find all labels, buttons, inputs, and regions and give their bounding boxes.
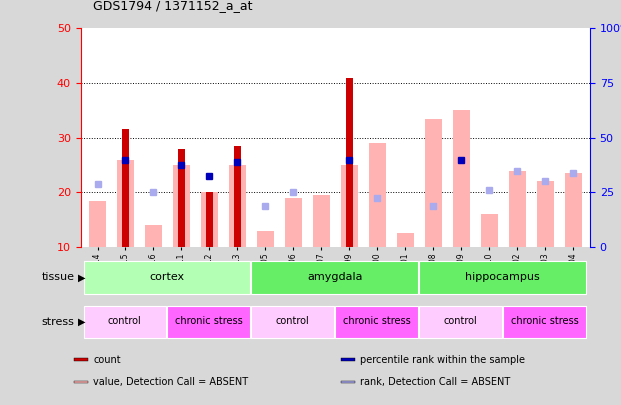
Bar [89, 200, 106, 247]
Bar [346, 77, 353, 247]
Text: stress: stress [42, 317, 75, 327]
Bar [117, 160, 134, 247]
Text: control: control [443, 316, 478, 326]
Bar [201, 192, 218, 247]
Bar [252, 305, 334, 339]
Text: rank, Detection Call = ABSENT: rank, Detection Call = ABSENT [360, 377, 510, 387]
Text: hippocampus: hippocampus [465, 272, 540, 282]
Text: cortex: cortex [149, 272, 184, 282]
Bar [369, 143, 386, 247]
Text: ▶: ▶ [78, 317, 85, 327]
Text: chronic stress: chronic stress [510, 316, 578, 326]
Text: amygdala: amygdala [307, 272, 363, 282]
Bar [145, 225, 162, 247]
Bar [453, 110, 469, 247]
Text: chronic stress: chronic stress [175, 316, 243, 326]
Text: ▶: ▶ [78, 273, 85, 282]
Bar [234, 146, 241, 247]
Bar [419, 305, 502, 339]
Text: chronic stress: chronic stress [343, 316, 410, 326]
Bar [481, 214, 497, 247]
Bar [122, 130, 129, 247]
Bar [397, 233, 414, 247]
Bar [74, 381, 88, 383]
Bar [168, 305, 250, 339]
Text: percentile rank within the sample: percentile rank within the sample [360, 355, 525, 364]
Bar [285, 198, 302, 247]
Bar [74, 358, 88, 361]
Text: control: control [108, 316, 142, 326]
Bar [503, 305, 586, 339]
Text: value, Detection Call = ABSENT: value, Detection Call = ABSENT [93, 377, 248, 387]
Bar [341, 358, 355, 361]
Bar [84, 305, 166, 339]
Bar [564, 173, 581, 247]
Bar [173, 165, 190, 247]
Bar [509, 171, 525, 247]
Bar [206, 192, 213, 247]
Bar [84, 261, 250, 294]
Text: tissue: tissue [42, 273, 75, 282]
Bar [419, 261, 586, 294]
Bar [252, 261, 418, 294]
Bar [341, 165, 358, 247]
Bar [335, 305, 418, 339]
Bar [341, 381, 355, 383]
Text: count: count [93, 355, 121, 364]
Bar [537, 181, 553, 247]
Bar [257, 230, 274, 247]
Text: control: control [276, 316, 309, 326]
Bar [425, 119, 442, 247]
Bar [313, 195, 330, 247]
Text: GDS1794 / 1371152_a_at: GDS1794 / 1371152_a_at [93, 0, 253, 12]
Bar [229, 165, 246, 247]
Bar [178, 149, 185, 247]
